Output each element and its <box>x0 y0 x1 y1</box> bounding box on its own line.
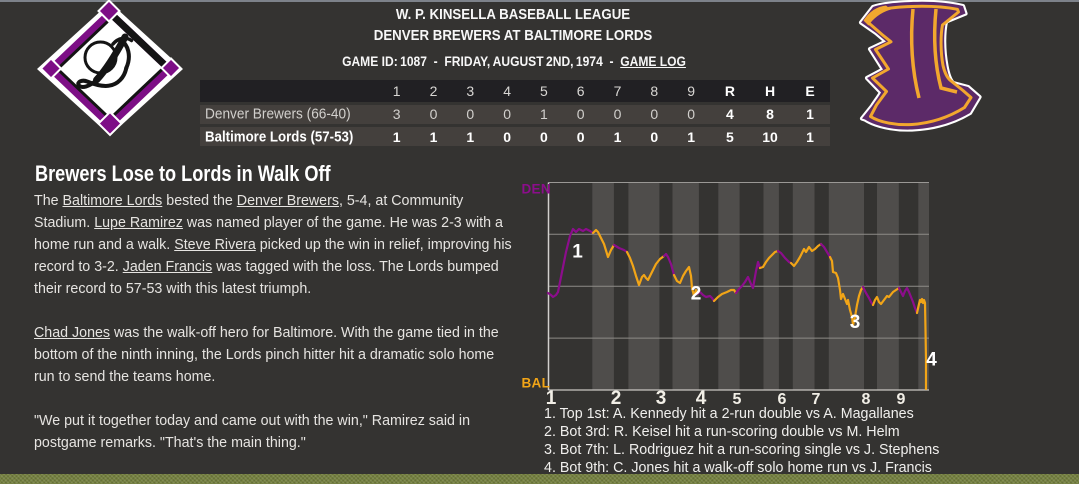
svg-text:DEN: DEN <box>522 182 551 197</box>
svg-text:8: 8 <box>862 391 871 408</box>
svg-text:9: 9 <box>897 391 906 408</box>
svg-text:1: 1 <box>572 242 583 263</box>
svg-text:2: 2 <box>611 388 622 409</box>
svg-text:3: 3 <box>656 388 667 409</box>
svg-text:5: 5 <box>733 391 742 408</box>
svg-text:4: 4 <box>696 388 707 409</box>
svg-text:2: 2 <box>691 284 702 305</box>
svg-text:7: 7 <box>812 391 821 408</box>
svg-text:4: 4 <box>926 350 937 371</box>
svg-text:BAL: BAL <box>522 376 551 391</box>
svg-text:1: 1 <box>546 388 557 409</box>
svg-text:6: 6 <box>778 391 787 408</box>
svg-text:3: 3 <box>850 312 861 333</box>
